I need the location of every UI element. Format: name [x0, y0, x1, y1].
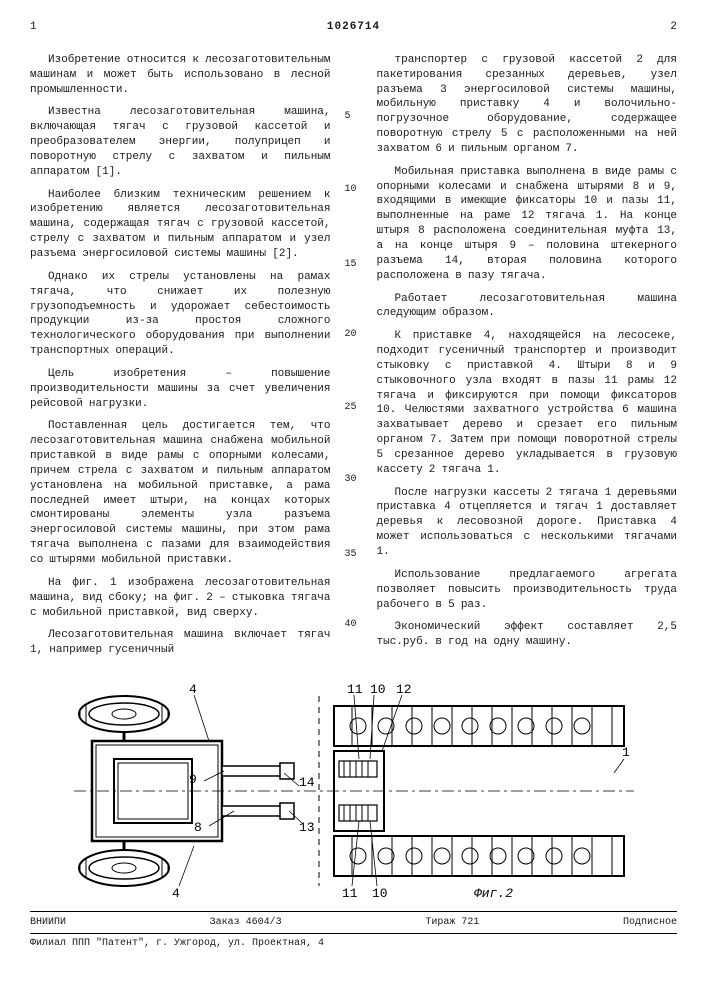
- line-number-gutter: 5 10 15 20 25 30 35 40: [345, 53, 363, 666]
- para: Изобретение относится к лесозаготовитель…: [30, 53, 331, 98]
- callout-4b: 4: [172, 886, 180, 901]
- para: Цель изобретения – повышение производите…: [30, 367, 331, 412]
- line-num: 40: [345, 618, 357, 632]
- para: Известна лесозаготовительная машина, вкл…: [30, 105, 331, 179]
- wheel-bottom: [79, 850, 169, 886]
- line-num: 5: [345, 110, 351, 124]
- column-left: Изобретение относится к лесозаготовитель…: [30, 53, 331, 666]
- para: На фиг. 1 изображена лесозаготовительная…: [30, 576, 331, 621]
- callout-9: 9: [189, 772, 197, 787]
- para: Однако их стрелы установлены на рамах тя…: [30, 270, 331, 359]
- wheel-top: [79, 696, 169, 732]
- page-header: 1 1026714 2: [30, 20, 677, 35]
- para: Наиболее близким техническим решением к …: [30, 188, 331, 262]
- callout-12: 12: [396, 682, 412, 697]
- line-num: 20: [345, 328, 357, 342]
- text-columns: Изобретение относится к лесозаготовитель…: [30, 53, 677, 666]
- patent-page: 1 1026714 2 Изобретение относится к лесо…: [0, 0, 707, 965]
- footer-line-2: Филиал ППП "Патент", г. Ужгород, ул. Про…: [30, 933, 677, 951]
- para: Экономический эффект составляет 2,5 тыс.…: [377, 620, 678, 650]
- footer-order: Заказ 4604/3: [210, 916, 282, 930]
- figure-2: 4 11 10 12 1 9 14 8 13 4 11 10 Фиг.2: [74, 681, 634, 901]
- para: Мобильная приставка выполнена в виде рам…: [377, 165, 678, 284]
- para: К приставке 4, находящейся на лесосеке, …: [377, 329, 678, 477]
- callout-8: 8: [194, 820, 202, 835]
- figure-label: Фиг.2: [474, 886, 513, 901]
- page-number-left: 1: [30, 20, 70, 35]
- footer-tirage: Тираж 721: [425, 916, 479, 930]
- line-num: 30: [345, 473, 357, 487]
- footer-sign: Подписное: [623, 916, 677, 930]
- callout-13: 13: [299, 820, 315, 835]
- callout-4: 4: [189, 682, 197, 697]
- callout-11: 11: [347, 682, 363, 697]
- footer-org: ВНИИПИ: [30, 916, 66, 930]
- para: После нагрузки кассеты 2 тягача 1 деревь…: [377, 486, 678, 560]
- page-number-right: 2: [637, 20, 677, 35]
- para: Работает лесозаготовительная машина след…: [377, 292, 678, 322]
- document-number: 1026714: [327, 20, 380, 35]
- para: Лесозаготовительная машина включает тяга…: [30, 628, 331, 658]
- para: Поставленная цель достигается тем, что л…: [30, 419, 331, 567]
- line-num: 35: [345, 548, 357, 562]
- callout-11b: 11: [342, 886, 358, 901]
- para: Использование предлагаемого агрегата поз…: [377, 568, 678, 613]
- column-right: транспортер с грузовой кассетой 2 для па…: [377, 53, 678, 666]
- line-num: 10: [345, 183, 357, 197]
- para: транспортер с грузовой кассетой 2 для па…: [377, 53, 678, 157]
- callout-1: 1: [622, 745, 630, 760]
- callout-10: 10: [370, 682, 386, 697]
- line-num: 25: [345, 401, 357, 415]
- callout-10b: 10: [372, 886, 388, 901]
- footer-line-1: ВНИИПИ Заказ 4604/3 Тираж 721 Подписное: [30, 911, 677, 930]
- callout-14: 14: [299, 775, 315, 790]
- line-num: 15: [345, 258, 357, 272]
